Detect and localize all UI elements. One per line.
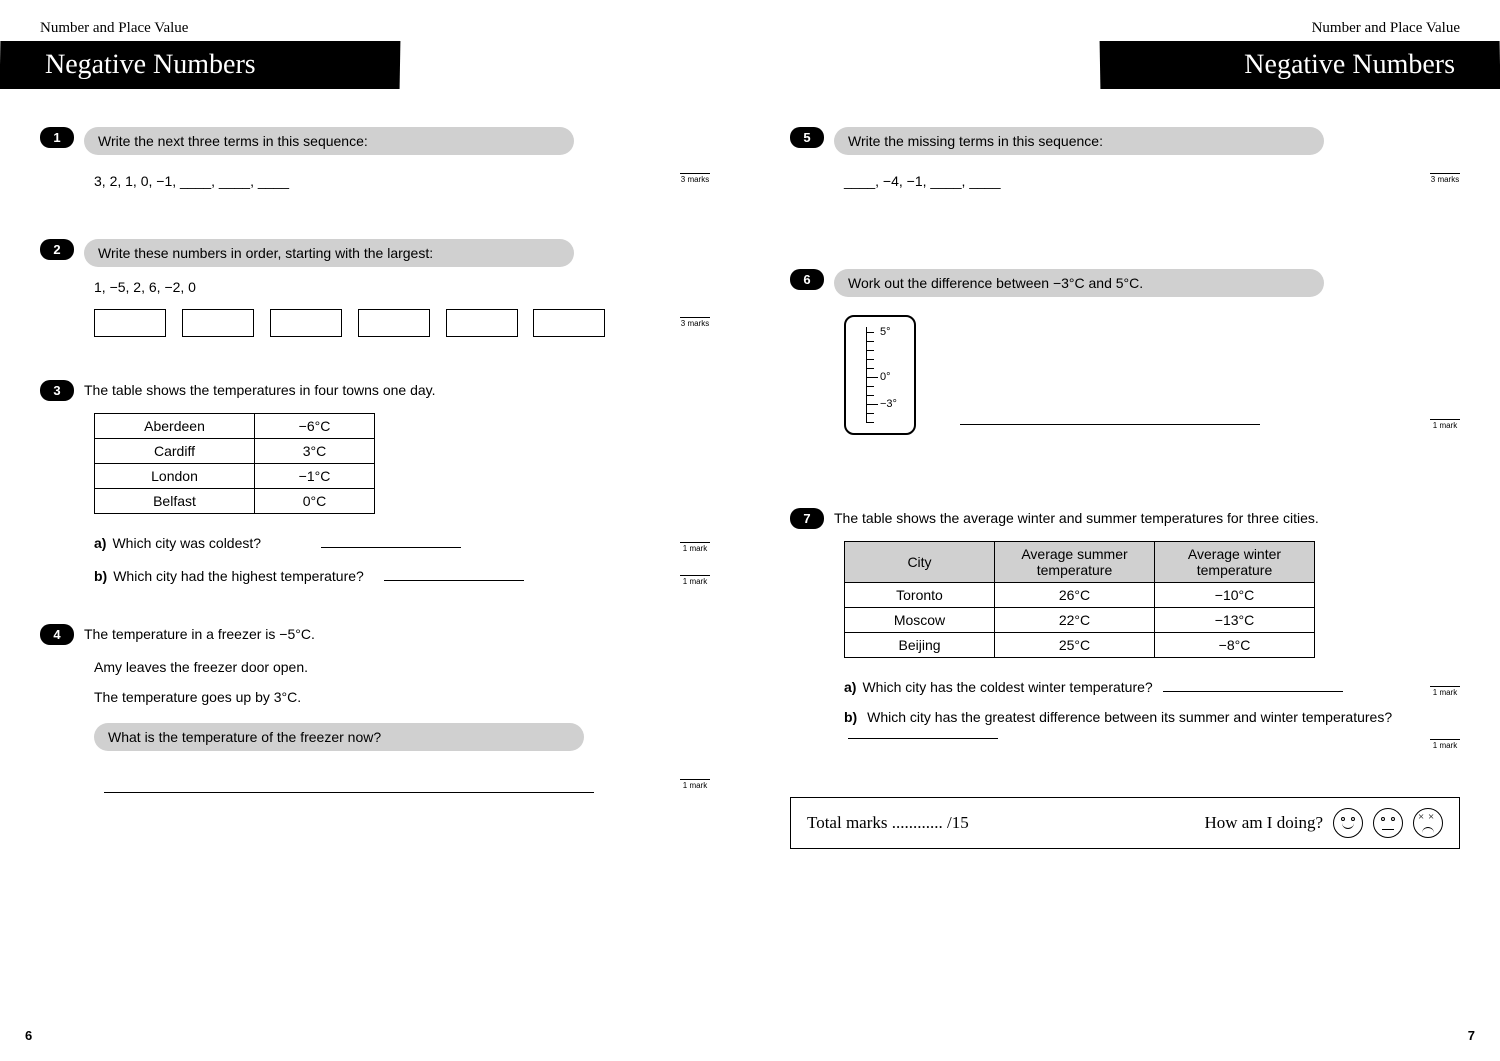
subq-label: a) (94, 535, 106, 551)
question-line: The temperature in a freezer is −5°C. (84, 624, 710, 642)
face-sad-icon[interactable] (1413, 808, 1443, 838)
question-prompt: What is the temperature of the freezer n… (94, 723, 584, 751)
answer-line[interactable] (321, 534, 461, 548)
question-line: Amy leaves the freezer door open. (94, 659, 710, 675)
page-title: Negative Numbers (1100, 41, 1500, 89)
question-line: The temperature goes up by 3°C. (94, 689, 710, 705)
subq-label: b) (94, 568, 107, 584)
marks-label: 1 mark (1430, 739, 1460, 750)
how-doing-label: How am I doing? (1204, 813, 1323, 833)
question-number: 2 (40, 239, 74, 260)
table-row: London−1°C (95, 464, 375, 489)
table-row: Toronto26°C−10°C (845, 583, 1315, 608)
table-row: Beijing25°C−8°C (845, 633, 1315, 658)
thermometer-icon: 5° 0° −3° (844, 315, 916, 435)
question-2: 2 Write these numbers in order, starting… (40, 239, 710, 267)
subq-label: a) (844, 679, 856, 695)
question-5: 5 Write the missing terms in this sequen… (790, 127, 1460, 155)
question-number: 7 (790, 508, 824, 529)
marks-label: 3 marks (1430, 173, 1460, 184)
answer-box[interactable] (446, 309, 518, 337)
page-left: Number and Place Value Negative Numbers … (0, 0, 750, 1061)
face-happy-icon[interactable] (1333, 808, 1363, 838)
question-4: 4 The temperature in a freezer is −5°C. (40, 624, 710, 645)
subq-text: Which city has the coldest winter temper… (862, 679, 1152, 695)
question-prompt: Write these numbers in order, starting w… (84, 239, 574, 267)
question-number: 4 (40, 624, 74, 645)
answer-box[interactable] (182, 309, 254, 337)
answer-box[interactable] (358, 309, 430, 337)
answer-box[interactable] (94, 309, 166, 337)
subq-label: b) (844, 709, 857, 725)
total-marks-box: Total marks ............ /15 How am I do… (790, 797, 1460, 849)
subq-text: Which city was coldest? (112, 535, 261, 551)
marks-label: 1 mark (680, 542, 710, 553)
page-title: Negative Numbers (0, 41, 400, 89)
page-number: 6 (25, 1028, 32, 1043)
question-number: 6 (790, 269, 824, 290)
table-row: Aberdeen−6°C (95, 414, 375, 439)
marks-label: 1 mark (680, 779, 710, 790)
table-row: Belfast0°C (95, 489, 375, 514)
answer-line[interactable] (1163, 678, 1343, 692)
question-3: 3 The table shows the temperatures in fo… (40, 380, 710, 401)
sequence-text: ____, −4, −1, ____, ____ (844, 173, 1000, 189)
answer-line[interactable] (384, 567, 524, 581)
table-header-row: City Average summer temperature Average … (845, 542, 1315, 583)
table-row: Cardiff3°C (95, 439, 375, 464)
answer-line[interactable] (104, 779, 594, 793)
subq-text: Which city has the greatest difference b… (867, 709, 1392, 725)
marks-label: 1 mark (1430, 686, 1460, 697)
temperature-table: Aberdeen−6°C Cardiff3°C London−1°C Belfa… (94, 413, 375, 514)
question-prompt: Write the missing terms in this sequence… (834, 127, 1324, 155)
question-6: 6 Work out the difference between −3°C a… (790, 269, 1460, 297)
answer-line[interactable] (960, 411, 1260, 425)
marks-label: 1 mark (1430, 419, 1460, 430)
marks-label: 1 mark (680, 575, 710, 586)
number-list: 1, −5, 2, 6, −2, 0 (94, 279, 710, 295)
sequence-text: 3, 2, 1, 0, −1, ____, ____, ____ (94, 173, 289, 189)
question-prompt: Work out the difference between −3°C and… (834, 269, 1324, 297)
question-7: 7 The table shows the average winter and… (790, 508, 1460, 529)
page-number: 7 (1468, 1028, 1475, 1043)
face-neutral-icon[interactable] (1373, 808, 1403, 838)
section-header: Number and Place Value (790, 20, 1460, 37)
question-prompt: Write the next three terms in this seque… (84, 127, 574, 155)
question-prompt: The table shows the average winter and s… (834, 508, 1460, 526)
question-number: 3 (40, 380, 74, 401)
subq-text: Which city had the highest temperature? (113, 568, 364, 584)
question-prompt: The table shows the temperatures in four… (84, 380, 710, 398)
total-marks-label: Total marks ............ /15 (807, 813, 969, 833)
question-1: 1 Write the next three terms in this seq… (40, 127, 710, 155)
marks-label: 3 marks (680, 317, 710, 328)
question-number: 5 (790, 127, 824, 148)
answer-box[interactable] (270, 309, 342, 337)
section-header: Number and Place Value (40, 20, 710, 37)
city-temperature-table: City Average summer temperature Average … (844, 541, 1315, 658)
question-number: 1 (40, 127, 74, 148)
marks-label: 3 marks (680, 173, 710, 184)
page-right: Number and Place Value Negative Numbers … (750, 0, 1500, 1061)
table-row: Moscow22°C−13°C (845, 608, 1315, 633)
answer-line[interactable] (848, 725, 998, 739)
answer-box[interactable] (533, 309, 605, 337)
